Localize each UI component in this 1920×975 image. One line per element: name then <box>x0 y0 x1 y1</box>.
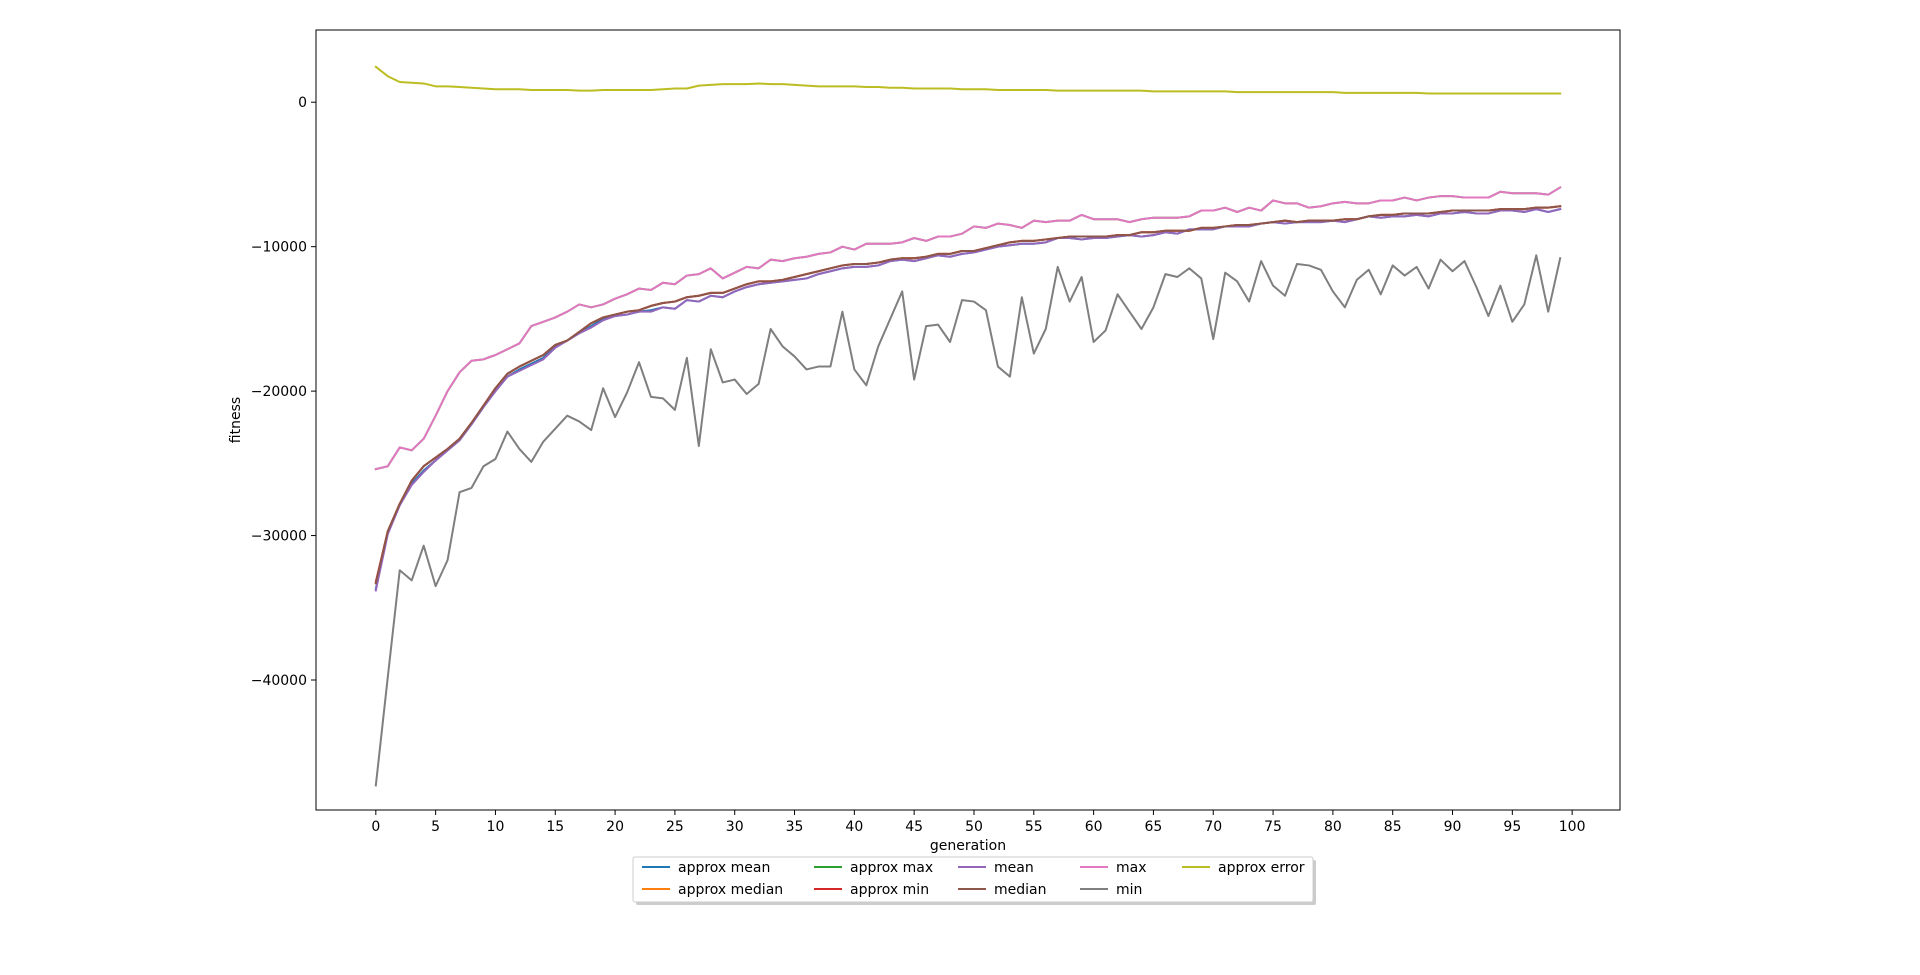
x-tick-label: 85 <box>1384 819 1402 835</box>
legend-label: approx max <box>850 860 933 876</box>
series-line-median <box>374 205 1562 585</box>
legend-box <box>632 856 1314 903</box>
legend-label: approx median <box>678 882 783 898</box>
x-tick-label: 55 <box>1025 819 1043 835</box>
x-tick-label: 65 <box>1145 819 1163 835</box>
y-axis: 0 −10000 −20000 −30000 −40000 <box>251 95 316 689</box>
plot-frame <box>315 29 1621 811</box>
legend-label: approx error <box>1218 860 1305 876</box>
x-tick-label: 25 <box>666 819 684 835</box>
x-axis: 0 5 10 15 20 25 30 35 40 45 50 55 60 65 70 75 80 85 90 95 10… <box>371 810 1586 835</box>
series-line-min <box>374 254 1562 787</box>
legend-label: approx min <box>850 882 929 898</box>
x-tick-label: 90 <box>1444 819 1462 835</box>
legend-entries: approx mean approx median approx max approx… <box>642 860 1305 898</box>
series-line-approx-error <box>374 65 1562 95</box>
x-tick-label: 45 <box>905 819 923 835</box>
x-tick-label: 5 <box>431 819 440 835</box>
x-tick-label: 100 <box>1559 819 1586 835</box>
x-tick-label: 35 <box>786 819 804 835</box>
x-tick-label: 20 <box>606 819 624 835</box>
x-tick-label: 75 <box>1264 819 1282 835</box>
x-tick-label: 10 <box>487 819 505 835</box>
legend-label: approx mean <box>678 860 770 876</box>
x-axis-label: generation <box>930 838 1006 854</box>
x-tick-label: 60 <box>1085 819 1103 835</box>
legend-label: min <box>1116 882 1142 898</box>
legend-label: mean <box>994 860 1034 876</box>
x-tick-label: 15 <box>546 819 564 835</box>
x-tick-label: 0 <box>371 819 380 835</box>
y-tick-label: −20000 <box>251 384 307 400</box>
x-tick-label: 70 <box>1204 819 1222 835</box>
x-tick-label: 95 <box>1503 819 1521 835</box>
y-tick-label: −30000 <box>251 529 307 545</box>
y-axis-label: fitness <box>228 397 244 443</box>
y-tick-label: 0 <box>298 95 307 111</box>
x-tick-label: 40 <box>845 819 863 835</box>
legend-label: max <box>1116 860 1147 876</box>
series-line-max <box>374 186 1562 471</box>
x-tick-label: 50 <box>965 819 983 835</box>
legend-label: median <box>994 882 1046 898</box>
legend: approx mean approx median approx max approx… <box>632 856 1316 905</box>
series-layer <box>374 65 1562 787</box>
x-tick-label: 30 <box>726 819 744 835</box>
y-tick-label: −40000 <box>251 673 307 689</box>
y-tick-label: −10000 <box>251 240 307 256</box>
x-tick-label: 80 <box>1324 819 1342 835</box>
